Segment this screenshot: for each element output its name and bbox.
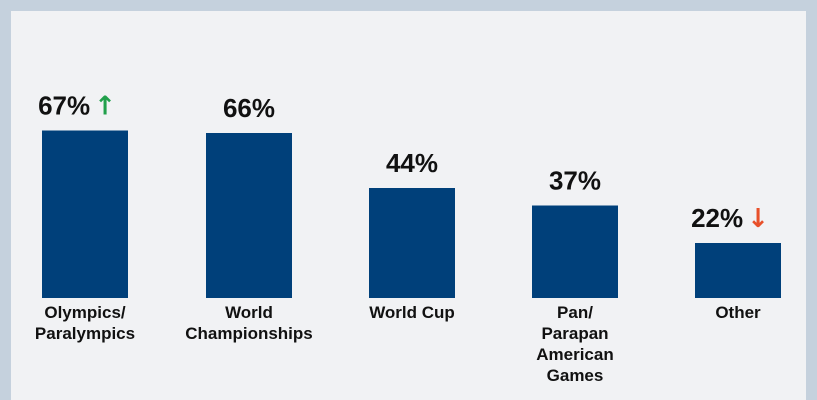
category-label: Other [715,303,761,322]
bar [695,243,781,298]
category-label: Pan/Parapan American Games [536,303,613,385]
value-label: 66% [223,93,275,123]
bar [369,188,455,298]
category-label: Olympics/Paralympics [35,303,135,343]
value-label: 22% ↓ [691,203,769,234]
category-label: World Cup [369,303,455,322]
bar [206,133,292,298]
trend-up-arrow-icon: ↑ [94,92,116,122]
value-label: 37% [549,166,601,196]
value-label: 67% ↑ [38,91,116,122]
bars-layer [42,130,781,298]
category-label: World Championships [185,303,313,343]
trend-down-arrow-icon: ↓ [747,204,769,234]
labels-layer: 67% ↑ Olympics/Paralympics 66% World Champion… [35,91,769,386]
value-label: 44% [386,148,438,178]
bar [42,130,128,298]
bar [532,205,618,298]
